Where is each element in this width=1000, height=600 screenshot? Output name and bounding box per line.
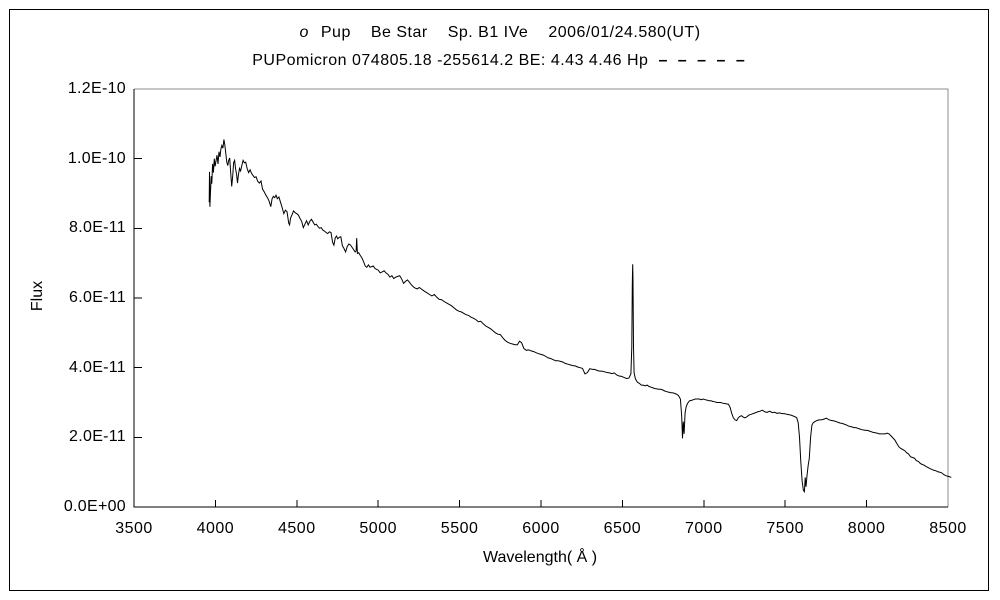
- x-tick-label: 6000: [522, 520, 560, 537]
- star-type: Be Star: [370, 24, 428, 41]
- y-tick-label: 1.0E-10: [67, 149, 126, 167]
- window-border: [9, 9, 989, 591]
- y-tick-label: 8.0E-11: [69, 219, 126, 237]
- x-tick-label: 7500: [766, 520, 804, 537]
- spectral-class: Sp. B1 IVe: [447, 24, 529, 41]
- y-tick-label: 6.0E-11: [69, 289, 126, 306]
- x-tick-label: 4000: [196, 520, 235, 537]
- x-tick-label: 8000: [847, 520, 886, 537]
- spectrum-curve: [208, 139, 952, 494]
- y-tick-label: 0.0E+00: [63, 498, 126, 515]
- y-axis-tick-marks: [134, 158, 142, 438]
- star-greek-letter: o: [299, 24, 309, 41]
- object-coordinates-info: PUPomicron 074805.18 -255614.2 BE: 4.43 …: [252, 52, 649, 69]
- chart-title: o Pup Be Star Sp. B1 IVe 2006/01/24.580(UT): [0, 24, 1000, 42]
- x-tick-label: 7000: [685, 520, 723, 537]
- x-tick-label: 5500: [440, 520, 479, 537]
- x-axis-tick-marks: [214, 500, 868, 507]
- plot-frame-axes: [133, 89, 948, 508]
- chart-subtitle: PUPomicron 074805.18 -255614.2 BE: 4.43 …: [0, 52, 1000, 70]
- star-name: Pup: [320, 24, 351, 41]
- x-tick-label: 8500: [929, 520, 967, 537]
- x-axis-title: Wavelength( Å ): [482, 549, 598, 566]
- hp-dashed-line-legend: – – – – –: [658, 52, 748, 69]
- y-tick-label: 4.0E-11: [69, 358, 126, 376]
- x-tick-label: 5000: [359, 520, 397, 537]
- y-tick-label: 2.0E-11: [69, 428, 126, 446]
- x-tick-label: 3500: [115, 520, 153, 537]
- x-tick-label: 6500: [603, 520, 642, 537]
- plot-frame-top-right: [134, 88, 949, 507]
- x-tick-label: 4500: [278, 520, 316, 537]
- observation-date: 2006/01/24.580(UT): [548, 24, 701, 41]
- y-tick-label: 1.2E-10: [67, 80, 126, 97]
